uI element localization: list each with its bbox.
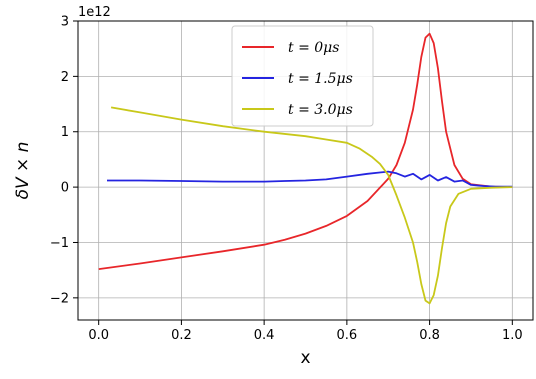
legend-label-1: t = 1.5μs bbox=[288, 71, 353, 87]
series-line-0 bbox=[98, 32, 513, 270]
axis-ticks: 0.0 0.2 0.4 0.6 0.8 1.0 −2 −1 0 1 2 3 bbox=[50, 15, 523, 344]
legend: t = 0μs t = 1.5μs t = 3.0μs bbox=[231, 25, 374, 127]
legend-label-2: t = 3.0μs bbox=[288, 102, 353, 118]
y-axis-label: δV × n bbox=[13, 142, 33, 200]
series-line-1 bbox=[107, 170, 513, 188]
y-tick-label: 2 bbox=[61, 70, 69, 85]
x-tick-label: 0.4 bbox=[254, 328, 275, 343]
y-tick-label: −2 bbox=[50, 291, 69, 306]
y-offset-label: 1e12 bbox=[78, 5, 111, 20]
y-tick-label: 3 bbox=[61, 15, 69, 30]
legend-box bbox=[231, 25, 374, 127]
legend-label-0: t = 0μs bbox=[288, 40, 339, 56]
x-tick-label: 0.6 bbox=[337, 328, 358, 343]
y-tick-label: 0 bbox=[61, 181, 69, 196]
series-line-2 bbox=[110, 106, 513, 305]
x-tick-label: 1.0 bbox=[502, 328, 523, 343]
series-lines bbox=[98, 32, 513, 305]
y-tick-label: 1 bbox=[61, 125, 69, 140]
x-tick-label: 0.2 bbox=[171, 328, 192, 343]
x-tick-label: 0.8 bbox=[419, 328, 440, 343]
plot-frame bbox=[77, 20, 534, 321]
x-tick-label: 0.0 bbox=[88, 328, 109, 343]
y-tick-label: −1 bbox=[50, 236, 69, 251]
x-axis-label: x bbox=[300, 348, 310, 368]
